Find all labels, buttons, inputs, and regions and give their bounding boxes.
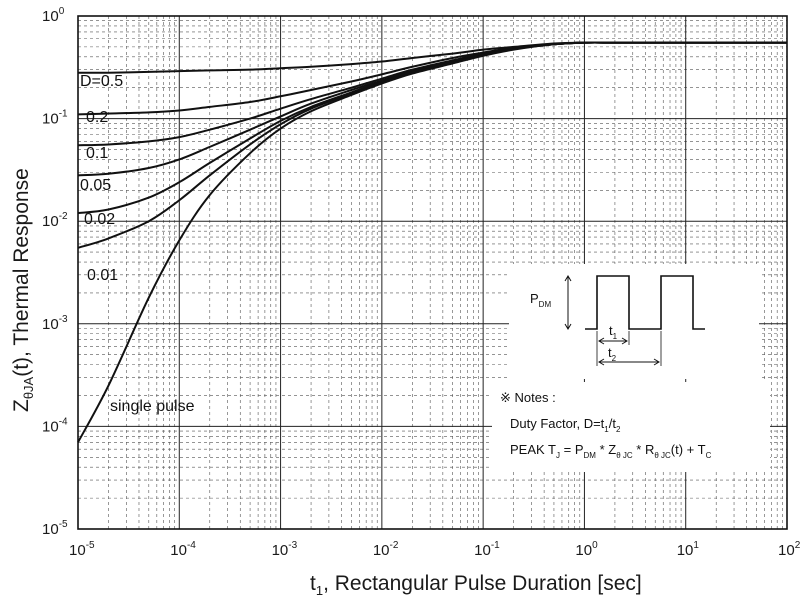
- notes-duty-factor: Duty Factor, D=t1/t2: [510, 416, 621, 434]
- series-labels: D=0.5 0.2 0.1 0.05 0.02 0.01 single puls…: [80, 73, 195, 415]
- t1-arrowheads: [598, 337, 628, 345]
- y-tick-label: 10-3: [42, 314, 68, 333]
- pdm-label: PDM: [530, 291, 551, 309]
- inset-background: [509, 264, 759, 379]
- y-tick-label: 10-5: [42, 519, 68, 538]
- y-tick-label: 10-1: [42, 109, 68, 128]
- x-tick-label: 10-2: [373, 540, 399, 559]
- pdm-arrowheads: [564, 275, 572, 330]
- t2-arrowheads: [598, 358, 660, 366]
- x-tick-label: 100: [575, 540, 598, 559]
- series-label-d05: D=0.5: [80, 73, 123, 90]
- notes-box: ※ Notes : Duty Factor, D=t1/t2 PEAK TJ =…: [492, 382, 770, 472]
- y-tick-label: 10-4: [42, 416, 68, 435]
- x-axis-title: t1, Rectangular Pulse Duration [sec]: [310, 572, 642, 598]
- series-label-02: 0.2: [86, 109, 108, 126]
- plot-frame: [77, 15, 788, 530]
- series-line-6: [77, 41, 787, 443]
- x-tick-label: 10-4: [170, 540, 196, 559]
- t1-label: t1: [609, 323, 618, 341]
- y-tick-label: 10-2: [42, 211, 68, 230]
- notes-heading: ※ Notes :: [500, 390, 556, 405]
- x-tick-label: 102: [778, 540, 801, 559]
- series-label-002: 0.02: [84, 211, 115, 228]
- series-label-01: 0.1: [86, 145, 108, 162]
- notes-peak-formula: PEAK TJ = PDM * Zθ JC * Rθ JC(t) + TC: [510, 442, 712, 460]
- duty-cycle-inset: PDM t1 t2: [509, 264, 759, 379]
- notes-background: [492, 382, 770, 472]
- pulse-waveform: [585, 275, 705, 330]
- series-label-005: 0.05: [80, 177, 111, 194]
- y-axis-title: ZθJA(t), Thermal Response: [10, 168, 36, 412]
- x-tick-label: 10-1: [474, 540, 500, 559]
- tick-labels: 10-5 10-4 10-3 10-2 10-1 100 101 102 100 10-1 10-2…: [42, 6, 801, 559]
- y-tick-label: 100: [42, 6, 65, 25]
- t2-label: t2: [608, 345, 617, 363]
- series-label-001: 0.01: [87, 267, 118, 284]
- series-group: [77, 41, 787, 443]
- x-tick-label: 10-3: [272, 540, 298, 559]
- series-label-single-pulse: single pulse: [110, 398, 195, 415]
- x-tick-label: 101: [677, 540, 700, 559]
- x-tick-label: 10-5: [69, 540, 95, 559]
